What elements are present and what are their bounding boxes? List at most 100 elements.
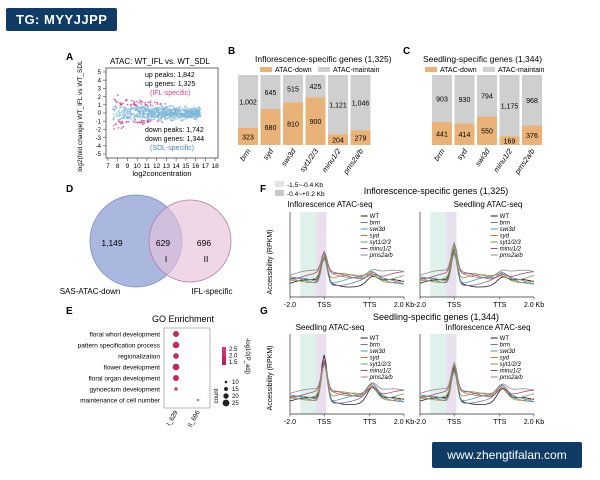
ma-point	[138, 107, 140, 110]
ma-point	[139, 105, 142, 108]
ma-point	[145, 104, 147, 106]
profile-line	[419, 241, 535, 280]
panel-f: F -1.5~-0.4 Kb -0.4~+0.2 Kb Inflorescenc…	[260, 181, 544, 309]
ma-point	[128, 107, 131, 110]
profile-line	[289, 359, 405, 398]
profile-line	[419, 241, 535, 279]
bar-category-label: syt1/2/3	[298, 146, 321, 173]
bar-down-label: 900	[310, 119, 322, 126]
ma-point	[161, 105, 164, 108]
go-dot	[196, 398, 200, 402]
ma-point	[127, 113, 129, 116]
ma-point	[193, 117, 196, 120]
ma-point	[170, 104, 173, 107]
profile-line	[419, 249, 535, 283]
ma-point	[178, 117, 181, 120]
ma-point	[158, 112, 161, 114]
ma-point	[112, 108, 115, 111]
ma-y-tick-label: -3	[96, 136, 102, 142]
ma-point	[140, 107, 143, 109]
ma-point	[184, 118, 187, 120]
ma-point	[194, 113, 196, 116]
profile-g-right: -2.0 TSS TTS 2.0 Kb WTbrmswi3dsydsyt1/2/3min…	[414, 334, 544, 426]
ma-point	[175, 110, 178, 112]
ma-point	[191, 107, 194, 110]
profile-legend-label: brm	[370, 343, 380, 349]
ma-point	[174, 108, 177, 110]
bar-maintain-label: 1,121	[329, 103, 347, 110]
ma-point	[116, 112, 118, 115]
bar-maintain	[499, 75, 520, 137]
go-term-label: flower development	[104, 365, 161, 372]
ma-point	[136, 112, 139, 115]
ma-y-tick-label: 0	[98, 111, 102, 117]
bar-maintain-label: 425	[310, 84, 322, 91]
ma-point	[173, 111, 176, 113]
ma-point	[175, 118, 177, 121]
ma-point	[119, 118, 121, 120]
ma-point	[133, 117, 136, 120]
bar-maintain-label: 515	[287, 87, 299, 94]
ma-point	[121, 117, 123, 120]
panel-g-sub-left: Seedling ATAC-seq	[296, 323, 365, 332]
bar-category-label: syd	[261, 146, 276, 161]
ma-point	[198, 108, 201, 110]
ma-point	[164, 106, 167, 109]
go-dot	[172, 341, 180, 349]
ma-point	[140, 103, 143, 105]
profile-legend-label: WT	[500, 336, 510, 342]
ma-point	[156, 111, 158, 114]
ma-point	[112, 113, 115, 115]
ma-point	[181, 112, 183, 114]
panel-d-letter: D	[66, 184, 73, 195]
ma-point	[145, 115, 148, 117]
ma-point	[150, 108, 153, 111]
ma-point	[172, 108, 175, 111]
ma-point	[142, 112, 145, 114]
ma-point	[186, 107, 189, 109]
ma-point	[158, 109, 160, 112]
go-size-label: 20	[232, 394, 239, 400]
profile-line	[419, 367, 535, 401]
legend-down-swatch	[425, 67, 437, 72]
profile-legend-label: syt1/2/3	[370, 362, 392, 368]
ma-point	[189, 113, 192, 116]
ma-point	[135, 121, 137, 124]
bar-category-label: pms2a/b	[341, 147, 365, 177]
ma-point	[144, 101, 147, 104]
go-dots	[172, 331, 200, 402]
ma-point	[143, 122, 146, 125]
bar-category-label: swi3d	[279, 146, 298, 168]
profile-x-tick-label: TSS	[317, 302, 331, 309]
ma-point	[153, 116, 155, 119]
ma-point	[169, 112, 172, 115]
venn-overlap: 629	[156, 238, 170, 248]
profile-line	[419, 244, 535, 282]
ma-point	[120, 127, 123, 130]
ma-point	[192, 109, 195, 111]
bar-down	[432, 122, 452, 145]
panel-g-sub-right: Inflorescence ATAC-seq	[445, 323, 530, 332]
go-color-tick: 2.0	[229, 354, 238, 360]
go-dot	[173, 353, 179, 359]
panel-c-title: Seedling-specific genes (1,344)	[423, 54, 542, 64]
ma-point	[112, 124, 115, 127]
ma-point	[180, 119, 183, 122]
bar-maintain	[260, 75, 281, 110]
ma-point	[149, 101, 152, 104]
panel-e: E GO Enrichment floral whorl development…	[66, 306, 250, 429]
ma-point	[133, 100, 136, 103]
watermark-top: TG: MYYJJPP	[6, 8, 118, 31]
shade-region-1	[300, 334, 317, 414]
ma-point	[187, 108, 190, 111]
panel-b-title: Inflorescence-specific genes (1,325)	[255, 54, 392, 64]
ma-point	[141, 121, 144, 124]
venn-region-i: I	[165, 254, 167, 264]
profile-legend-label: syt1/2/3	[500, 362, 522, 368]
ma-point	[151, 107, 154, 110]
ma-y-ticks: 5 4 3 2 1 0 -1 -2 -3 -4 -5	[96, 70, 106, 158]
ma-point	[167, 105, 169, 108]
bar-maintain	[477, 75, 497, 117]
profile-line	[289, 255, 405, 283]
ma-point	[115, 101, 117, 103]
